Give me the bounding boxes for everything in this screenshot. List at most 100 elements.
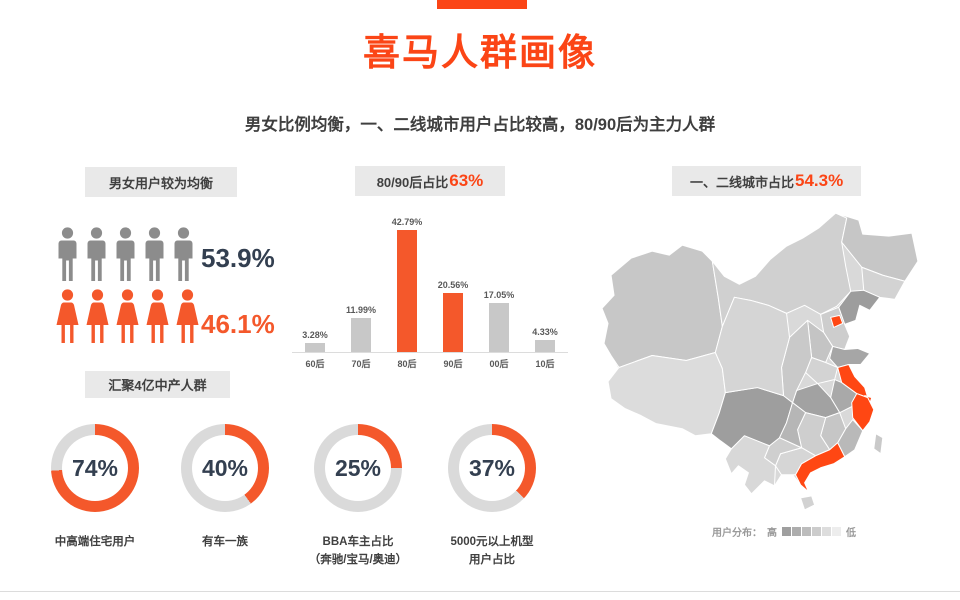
donut-label-line: 用户占比 <box>469 553 515 566</box>
city-tag-value: 54.3% <box>795 171 844 190</box>
donut-label-line: 有车一族 <box>202 536 248 548</box>
donut-chart-3: 25% BBA车主占比 （奔驰/宝马/奥迪） <box>309 424 407 566</box>
female-icon <box>56 289 79 343</box>
map-province <box>601 244 723 369</box>
female-icon <box>86 289 109 343</box>
map-province-guangdong <box>795 442 846 493</box>
donut-label-line: 5000元以上机型 <box>450 536 534 548</box>
age-tag-value: 63% <box>449 171 484 190</box>
map-legend: 用户分布： 高 低 <box>712 524 856 539</box>
map-province-zhejiang <box>851 393 875 432</box>
donut-label-line: （奔驰/宝马/奥迪） <box>308 553 408 566</box>
female-icon <box>146 289 169 343</box>
bar-chart-plot-area: 3.28% 11.99% 42.79% 20.56% 17.05% 4.33% <box>292 212 568 353</box>
male-icon <box>58 227 77 281</box>
map-legend-low: 低 <box>846 528 856 539</box>
bar-60后 <box>305 343 325 352</box>
map-province-taiwan <box>873 433 884 455</box>
bar-90后 <box>443 293 463 352</box>
bar-category-label: 00后 <box>489 359 509 369</box>
middle-class-section-tag: 汇聚4亿中产人群 <box>85 371 230 398</box>
legend-gradient-block <box>812 527 821 536</box>
male-pictogram-row <box>55 227 196 283</box>
female-pictogram-row <box>54 289 201 349</box>
female-icon <box>176 289 199 343</box>
legend-gradient-block <box>832 527 841 536</box>
bottom-divider <box>0 591 960 592</box>
female-percentage: 46.1% <box>201 309 275 339</box>
bar-00后 <box>489 303 509 352</box>
bar-category-label: 60后 <box>305 359 325 369</box>
donut-value: 74% <box>71 454 119 481</box>
male-icon <box>174 227 193 281</box>
map-legend-gradient <box>782 527 841 536</box>
donut-label: 5000元以上机型 用户占比 <box>404 534 580 570</box>
age-tag-text: 80/90后占比 <box>376 174 449 190</box>
bar-value-label: 3.28% <box>302 330 328 340</box>
page-title: 喜马人群画像 <box>363 32 597 73</box>
donut-chart-4: 37% 5000元以上机型 用户占比 <box>448 424 536 566</box>
map-province-jiangsu <box>837 364 869 399</box>
donut-label: 中高端住宅用户 <box>7 534 183 552</box>
gender-section-tag: 男女用户较为均衡 <box>85 167 237 197</box>
bar-category-label: 80后 <box>397 359 417 369</box>
map-province <box>724 435 776 495</box>
bar-value-label: 4.33% <box>532 327 558 337</box>
map-province <box>607 351 726 437</box>
bar-slot-70后: 11.99% <box>338 305 384 352</box>
male-percentage: 53.9% <box>201 243 275 273</box>
donut-charts: 74% 中高端住宅用户 40% 有车一族 25% BBA车主占比 （奔驰/宝马/奥迪） 37%… <box>0 424 620 600</box>
male-icon <box>87 227 106 281</box>
bar-value-label: 11.99% <box>345 305 377 315</box>
map-province-hainan <box>800 495 816 511</box>
map-province <box>829 345 871 369</box>
bar-category-label: 10后 <box>535 359 555 369</box>
donut-label-line: 中高端住宅用户 <box>54 536 136 548</box>
donut-value: 40% <box>201 454 249 481</box>
donut-value: 37% <box>468 454 516 481</box>
bar-70后 <box>351 318 371 352</box>
donut-label: 有车一族 <box>137 534 313 552</box>
map-legend-high: 高 <box>767 528 777 539</box>
donut-hole <box>192 435 258 501</box>
bar-slot-90后: 20.56% <box>430 280 476 352</box>
age-bar-chart: 3.28% 11.99% 42.79% 20.56% 17.05% 4.33% 60后 70… <box>292 212 568 370</box>
legend-gradient-block <box>802 527 811 536</box>
donut-chart-1: 74% 中高端住宅用户 <box>51 424 139 548</box>
china-map <box>601 212 919 511</box>
donut-hole <box>62 435 128 501</box>
donut-label-line: BBA车主占比 <box>322 536 394 548</box>
title-accent-bar <box>437 0 527 9</box>
legend-gradient-block <box>822 527 831 536</box>
city-section-tag: 一、二线城市占比 54.3% <box>672 166 862 196</box>
age-section-tag: 80/90后占比 63% <box>355 166 505 196</box>
donut-value: 25% <box>334 454 382 481</box>
bar-value-label: 20.56% <box>437 280 469 290</box>
map-province-beijing <box>830 314 844 328</box>
bar-value-label: 42.79% <box>391 217 423 227</box>
donut-chart-2: 40% 有车一族 <box>181 424 269 548</box>
page-subtitle: 男女比例均衡，一、二线城市用户占比较高，80/90后为主力人群 <box>244 116 716 134</box>
female-icon <box>116 289 139 343</box>
bar-slot-00后: 17.05% <box>476 290 522 352</box>
gender-tag-text: 男女用户较为均衡 <box>108 175 213 191</box>
city-tag-text: 一、二线城市占比 <box>690 174 795 190</box>
male-icon <box>145 227 164 281</box>
bar-value-label: 17.05% <box>483 290 515 300</box>
legend-gradient-block <box>782 527 791 536</box>
map-province <box>835 212 919 282</box>
donut-label: BBA车主占比 （奔驰/宝马/奥迪） <box>270 534 446 570</box>
bar-10后 <box>535 340 555 352</box>
bar-category-label: 90后 <box>443 359 463 369</box>
middle-class-tag-text: 汇聚4亿中产人群 <box>108 378 207 393</box>
donut-hole <box>459 435 525 501</box>
bar-chart-category-axis: 60后 70后 80后 90后 00后 10后 <box>292 353 568 370</box>
map-province <box>714 296 791 397</box>
map-legend-label: 用户分布： <box>712 528 762 539</box>
bar-category-label: 70后 <box>351 359 371 369</box>
male-icon <box>116 227 135 281</box>
bar-slot-10后: 4.33% <box>522 327 568 352</box>
legend-gradient-block <box>792 527 801 536</box>
donut-hole <box>325 435 391 501</box>
bar-slot-80后: 42.79% <box>384 217 430 352</box>
